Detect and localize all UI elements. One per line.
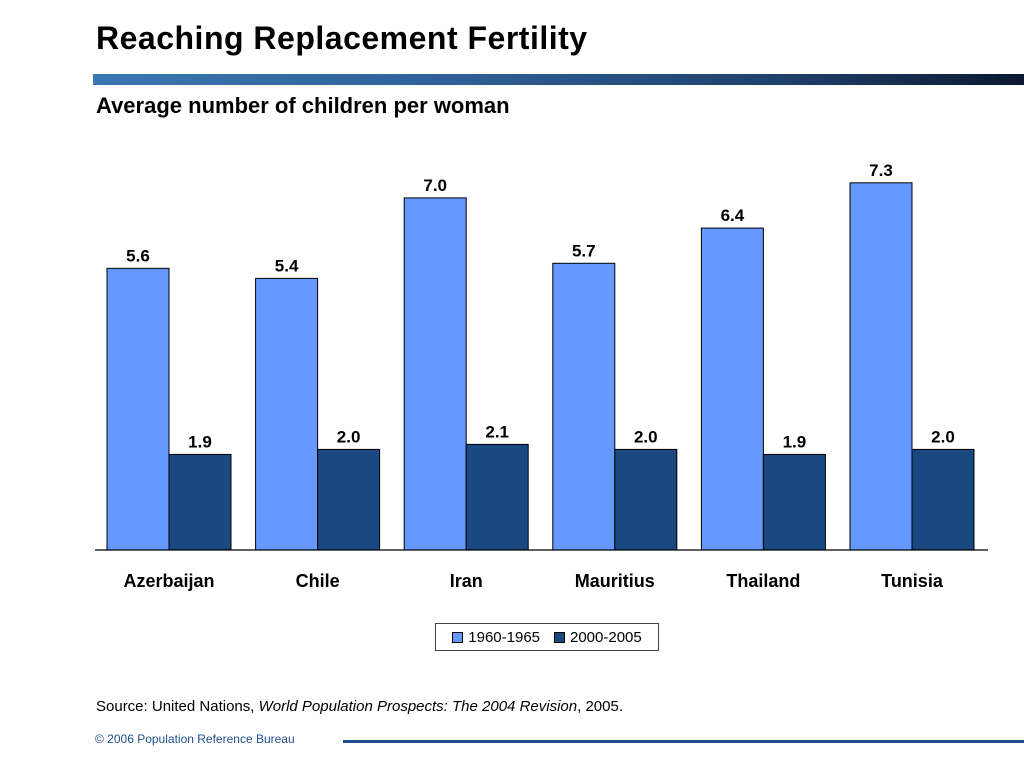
category-label-thailand: Thailand xyxy=(726,571,800,591)
category-label-mauritius: Mauritius xyxy=(575,571,655,591)
bar-iran-series-2 xyxy=(465,443,529,551)
bar-tunisia-series-1 xyxy=(849,182,913,551)
bar-chart: 5.6 1.9 5.4 2.0 7.0 2.1 5.7 2.0 6.4 1.9 7.3 2.0 Aze… xyxy=(95,161,988,591)
bars-layer xyxy=(106,182,975,551)
category-labels-layer: Azerbaijan Chile Iran Mauritius Thailand Tuni… xyxy=(123,571,943,591)
bar-azerbaijan-series-2 xyxy=(168,453,232,551)
data-label-chile-series-2: 2.0 xyxy=(337,427,361,446)
data-label-tunisia-series-1: 7.3 xyxy=(869,161,893,180)
source-prefix: Source: United Nations, xyxy=(96,698,259,715)
data-label-thailand-series-2: 1.9 xyxy=(783,432,807,451)
bar-azerbaijan-series-1 xyxy=(106,267,170,551)
chart-subtitle: Average number of children per woman xyxy=(96,93,510,118)
legend-swatch-series-1 xyxy=(452,631,464,643)
source-suffix: , 2005. xyxy=(577,698,623,715)
bar-mauritius-series-1 xyxy=(552,262,616,551)
category-label-iran: Iran xyxy=(450,571,483,591)
bar-thailand-series-2 xyxy=(762,453,826,551)
legend-label-series-2: 2000-2005 xyxy=(570,628,642,646)
bar-mauritius-series-2 xyxy=(614,448,678,551)
data-label-mauritius-series-1: 5.7 xyxy=(572,241,596,260)
bar-chile-series-2 xyxy=(317,448,381,551)
data-label-thailand-series-1: 6.4 xyxy=(721,206,745,225)
data-label-tunisia-series-2: 2.0 xyxy=(931,427,955,446)
legend-item-series-1: 1960-1965 xyxy=(452,629,540,646)
slide-title: Reaching Replacement Fertility xyxy=(96,20,588,56)
data-label-mauritius-series-2: 2.0 xyxy=(634,427,658,446)
category-label-chile: Chile xyxy=(296,571,340,591)
data-label-iran-series-2: 2.1 xyxy=(485,422,509,441)
legend-item-series-2: 2000-2005 xyxy=(554,629,642,646)
copyright-footer: © 2006 Population Reference Bureau xyxy=(95,732,295,746)
bar-iran-series-1 xyxy=(403,197,467,551)
bar-chile-series-1 xyxy=(255,277,319,551)
chart-legend: 1960-1965 2000-2005 xyxy=(435,623,659,651)
legend-swatch-series-2 xyxy=(554,631,565,643)
legend-label-series-1: 1960-1965 xyxy=(468,628,540,646)
footer-rule xyxy=(343,740,1024,743)
source-title: World Population Prospects: The 2004 Rev… xyxy=(258,698,578,715)
title-rule xyxy=(93,74,1024,85)
data-label-azerbaijan-series-2: 1.9 xyxy=(188,432,212,451)
category-label-tunisia: Tunisia xyxy=(881,571,944,591)
data-label-iran-series-1: 7.0 xyxy=(423,176,447,195)
bar-thailand-series-1 xyxy=(700,227,764,551)
source-note: Source: United Nations, World Population… xyxy=(96,698,623,715)
data-label-chile-series-1: 5.4 xyxy=(275,256,299,275)
data-labels-layer: 5.6 1.9 5.4 2.0 7.0 2.1 5.7 2.0 6.4 1.9 7.3 2.0 xyxy=(126,161,955,452)
data-label-azerbaijan-series-1: 5.6 xyxy=(126,246,150,265)
category-label-azerbaijan: Azerbaijan xyxy=(123,571,214,591)
bar-tunisia-series-2 xyxy=(911,448,975,551)
